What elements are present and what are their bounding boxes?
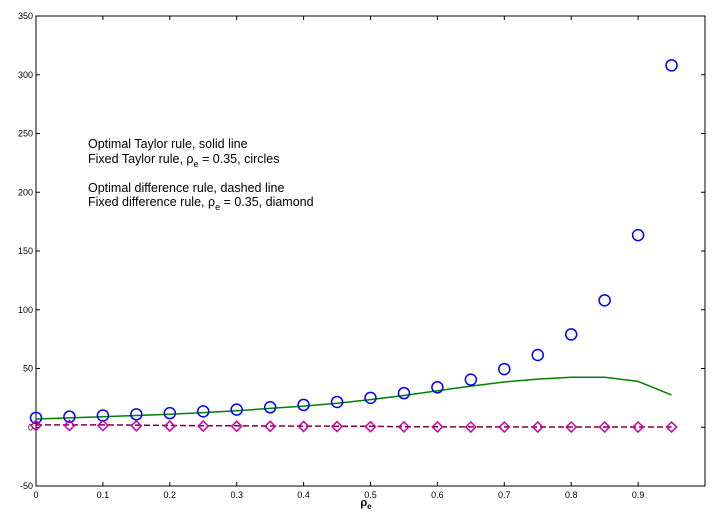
circle-point	[230, 403, 243, 416]
series-layer	[29, 59, 678, 434]
y-tick-label: 350	[18, 11, 33, 21]
circle-point	[197, 405, 210, 418]
x-tick-label: 0.2	[164, 490, 177, 500]
x-tick-label: 0.6	[431, 490, 444, 500]
x-axis-label-sub: e	[367, 502, 372, 511]
diamond-point	[29, 419, 43, 432]
x-tick-label: 0.9	[632, 490, 645, 500]
x-axis: 0 0.1 0.2 0.3 0.4 0.5 0.6 0.7 0.8 0.9	[33, 16, 644, 500]
series-circles	[29, 59, 678, 425]
diamond-point	[632, 420, 645, 434]
x-axis-label-main: ρ	[360, 497, 367, 509]
x-tick-label: 0.3	[230, 490, 243, 500]
circle-point	[564, 328, 578, 341]
annotation-line-2-prefix: Fixed Taylor rule, ρ	[88, 152, 194, 166]
diamond-point	[665, 420, 678, 434]
circle-point	[263, 401, 277, 414]
y-tick-label: 150	[18, 246, 33, 256]
annotation-line-1: Optimal Taylor rule, solid line	[88, 137, 248, 151]
diamond-point	[297, 420, 310, 433]
y-tick-label: 50	[23, 364, 33, 374]
diamond-point	[96, 419, 109, 432]
y-axis: -50 0 50 100 150 200 250 300 350	[18, 11, 705, 491]
circle-point	[163, 406, 177, 420]
diamond-point	[464, 420, 477, 434]
diamond-point	[197, 420, 210, 433]
y-tick-label: 200	[18, 187, 33, 197]
diamond-point	[63, 419, 76, 432]
x-tick-label: 0.4	[297, 490, 310, 500]
y-tick-label: 100	[18, 305, 33, 315]
annotation-line-2-suffix: = 0.35, circles	[199, 152, 280, 166]
x-tick-label: 0.7	[498, 490, 511, 500]
circle-point	[498, 362, 511, 376]
x-tick-label: 0.1	[97, 490, 110, 500]
diamond-point	[498, 420, 511, 434]
circle-point	[631, 228, 645, 242]
plot-area	[35, 15, 706, 487]
y-tick-label: -50	[20, 481, 33, 491]
series-dashed-line	[36, 424, 672, 428]
y-tick-label: 0	[28, 422, 33, 432]
diamond-point	[364, 420, 377, 433]
circle-point	[330, 395, 344, 409]
circle-point	[531, 348, 544, 362]
circle-point	[364, 391, 377, 405]
series-diamonds	[29, 419, 678, 434]
y-tick-label: 250	[18, 129, 33, 139]
circle-point	[665, 59, 678, 72]
diamond-point	[531, 420, 544, 434]
diamond-point	[431, 420, 444, 433]
annotation-block: Optimal Taylor rule, solid line Fixed Ta…	[88, 137, 314, 212]
y-tick-label: 300	[18, 70, 33, 80]
circle-point	[297, 398, 310, 412]
annotation-line-4-sub: e	[215, 202, 220, 212]
annotation-line-4-suffix: = 0.35, diamond	[220, 195, 314, 209]
diamond-point	[598, 420, 611, 434]
x-tick-label: 0	[33, 490, 38, 500]
circle-point	[29, 411, 43, 425]
x-tick-label: 0.8	[565, 490, 578, 500]
circle-point	[63, 410, 76, 423]
x-tick-label: 0.5	[364, 490, 377, 500]
diamond-point	[230, 420, 243, 433]
annotation-line-4-prefix: Fixed difference rule, ρ	[88, 195, 215, 209]
annotation-line-4: Fixed difference rule, ρe = 0.35, diamon…	[88, 195, 314, 212]
diamond-point	[330, 420, 344, 433]
annotation-line-2: Fixed Taylor rule, ρe = 0.35, circles	[88, 152, 280, 169]
x-axis-label: ρe	[360, 497, 372, 511]
circle-point	[598, 294, 611, 307]
diamond-point	[565, 420, 578, 434]
annotation-line-2-sub: e	[194, 159, 199, 169]
diamond-point	[264, 420, 277, 433]
annotation-line-3: Optimal difference rule, dashed line	[88, 181, 284, 195]
circle-point	[464, 373, 478, 386]
diamond-point	[397, 420, 411, 433]
diamond-point	[130, 419, 143, 432]
circle-point	[397, 386, 411, 400]
circle-point	[431, 381, 444, 394]
series-line-dashed-line	[36, 424, 672, 428]
diamond-point	[163, 420, 176, 433]
